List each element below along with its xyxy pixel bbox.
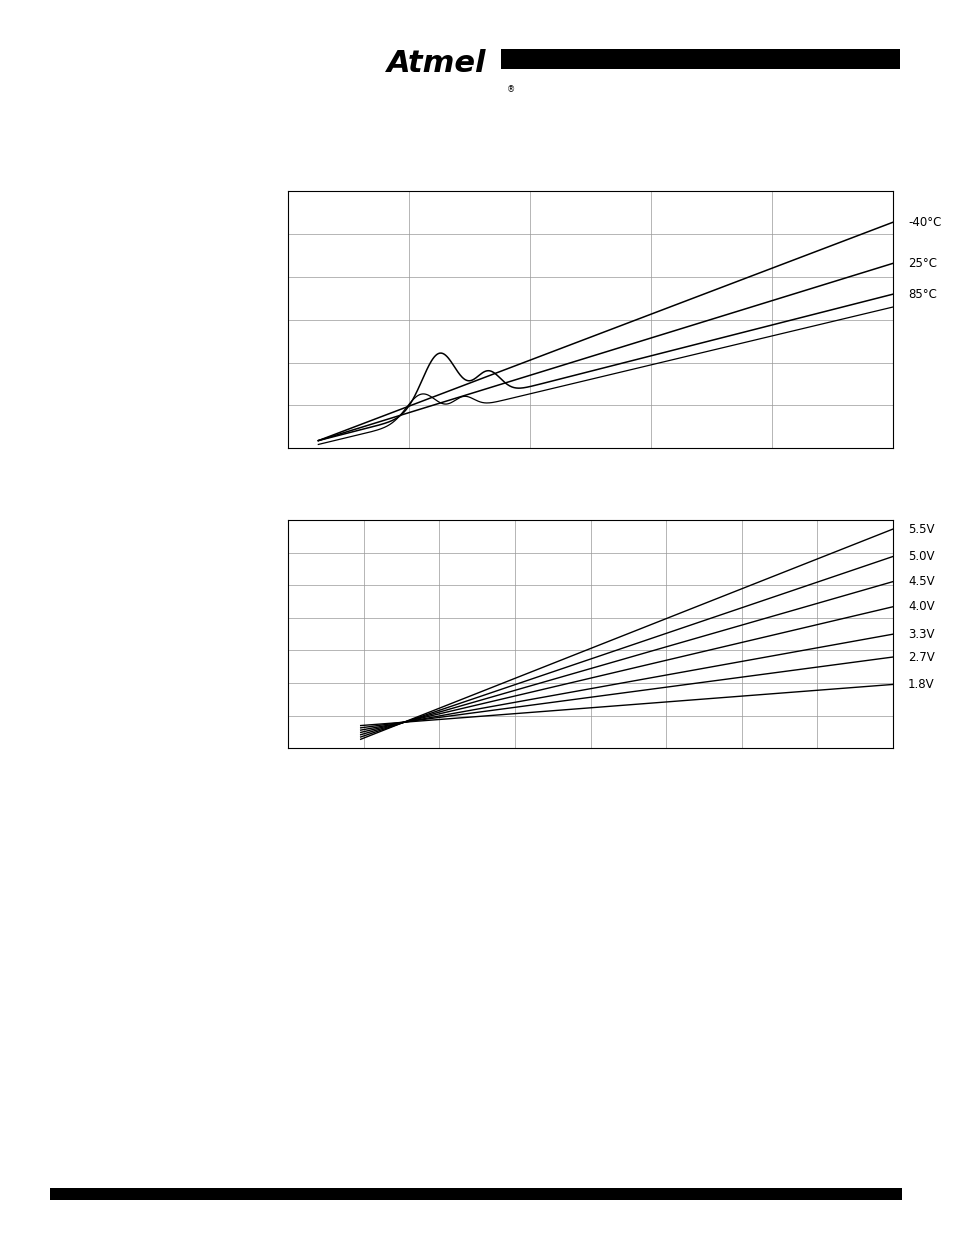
Text: Atmel: Atmel bbox=[387, 48, 486, 78]
Text: 5.5V: 5.5V bbox=[907, 522, 934, 536]
Text: ®: ® bbox=[506, 85, 515, 94]
Text: 25°C: 25°C bbox=[907, 257, 936, 270]
Text: 1.8V: 1.8V bbox=[907, 678, 934, 690]
Text: 4.0V: 4.0V bbox=[907, 600, 934, 614]
Text: 4.5V: 4.5V bbox=[907, 576, 934, 588]
Text: 85°C: 85°C bbox=[907, 288, 936, 300]
Text: 2.7V: 2.7V bbox=[907, 651, 934, 663]
Text: 5.0V: 5.0V bbox=[907, 550, 934, 563]
Text: -40°C: -40°C bbox=[907, 216, 941, 228]
Text: 3.3V: 3.3V bbox=[907, 627, 934, 641]
